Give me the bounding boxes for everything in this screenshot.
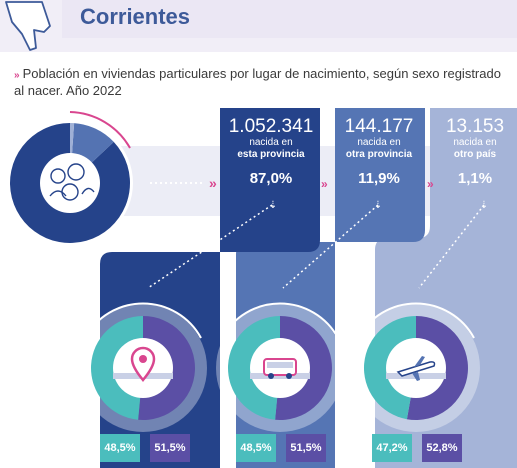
count-value: 144.177 xyxy=(344,116,414,137)
bullet-arrow-icon: » xyxy=(14,70,20,81)
bus-icon xyxy=(263,358,297,379)
chart-subtitle: » Población en viviendas particulares por… xyxy=(14,66,512,98)
label-line1: nacida en xyxy=(249,137,293,148)
stat-otro-pais: 13.153 nacida en otro país 1,1% xyxy=(436,116,514,187)
band-arrow-icon: » xyxy=(209,175,217,191)
main-pie-center xyxy=(40,153,100,213)
count-value: 13.153 xyxy=(445,116,505,137)
stat-esta-provincia: 1.052.341 nacida en esta provincia 87,0% xyxy=(224,116,318,187)
sex-percent-box: 51,5% xyxy=(150,434,190,462)
donut-arc xyxy=(84,302,202,339)
airplane-icon xyxy=(396,356,436,381)
label-line2: otra provincia xyxy=(345,149,413,160)
sex-percent-box: 48,5% xyxy=(236,434,276,462)
main-pie-arc xyxy=(69,111,131,149)
down-arrow-icon: ⇣ xyxy=(480,200,488,211)
donut-arc xyxy=(221,302,339,339)
label-line2: otro país xyxy=(453,149,497,160)
sex-percent-box: 52,8% xyxy=(422,434,462,462)
label-line1: nacida en xyxy=(357,137,401,148)
sex-percent-box: 51,5% xyxy=(286,434,326,462)
location-pin-icon xyxy=(130,346,156,382)
label-line2: esta provincia xyxy=(237,149,305,160)
percent-value: 11,9% xyxy=(358,170,400,187)
percent-value: 1,1% xyxy=(457,170,493,187)
band-arrow-icon: » xyxy=(321,177,328,191)
sex-donuts xyxy=(79,302,480,432)
label-line1: nacida en xyxy=(453,137,497,148)
down-arrow-icon: ⇣ xyxy=(269,200,277,211)
sex-percent-box: 48,5% xyxy=(100,434,140,462)
percent-value: 87,0% xyxy=(249,170,293,187)
count-value: 1.052.341 xyxy=(228,116,314,137)
people-group-icon xyxy=(49,163,95,201)
header-title-bar xyxy=(62,0,517,38)
map-outline-icon xyxy=(5,1,51,51)
page-title: Corrientes xyxy=(80,4,191,29)
band-arrow-icon: » xyxy=(427,177,434,191)
stat-otra-provincia: 144.177 nacida en otra provincia 11,9% xyxy=(336,116,422,187)
subtitle-text: Población en viviendas particulares por … xyxy=(14,66,501,98)
sex-percent-box: 47,2% xyxy=(372,434,412,462)
dotted-connector xyxy=(282,204,379,289)
down-arrow-icon: ⇣ xyxy=(374,200,382,211)
donut-arc xyxy=(357,302,475,339)
